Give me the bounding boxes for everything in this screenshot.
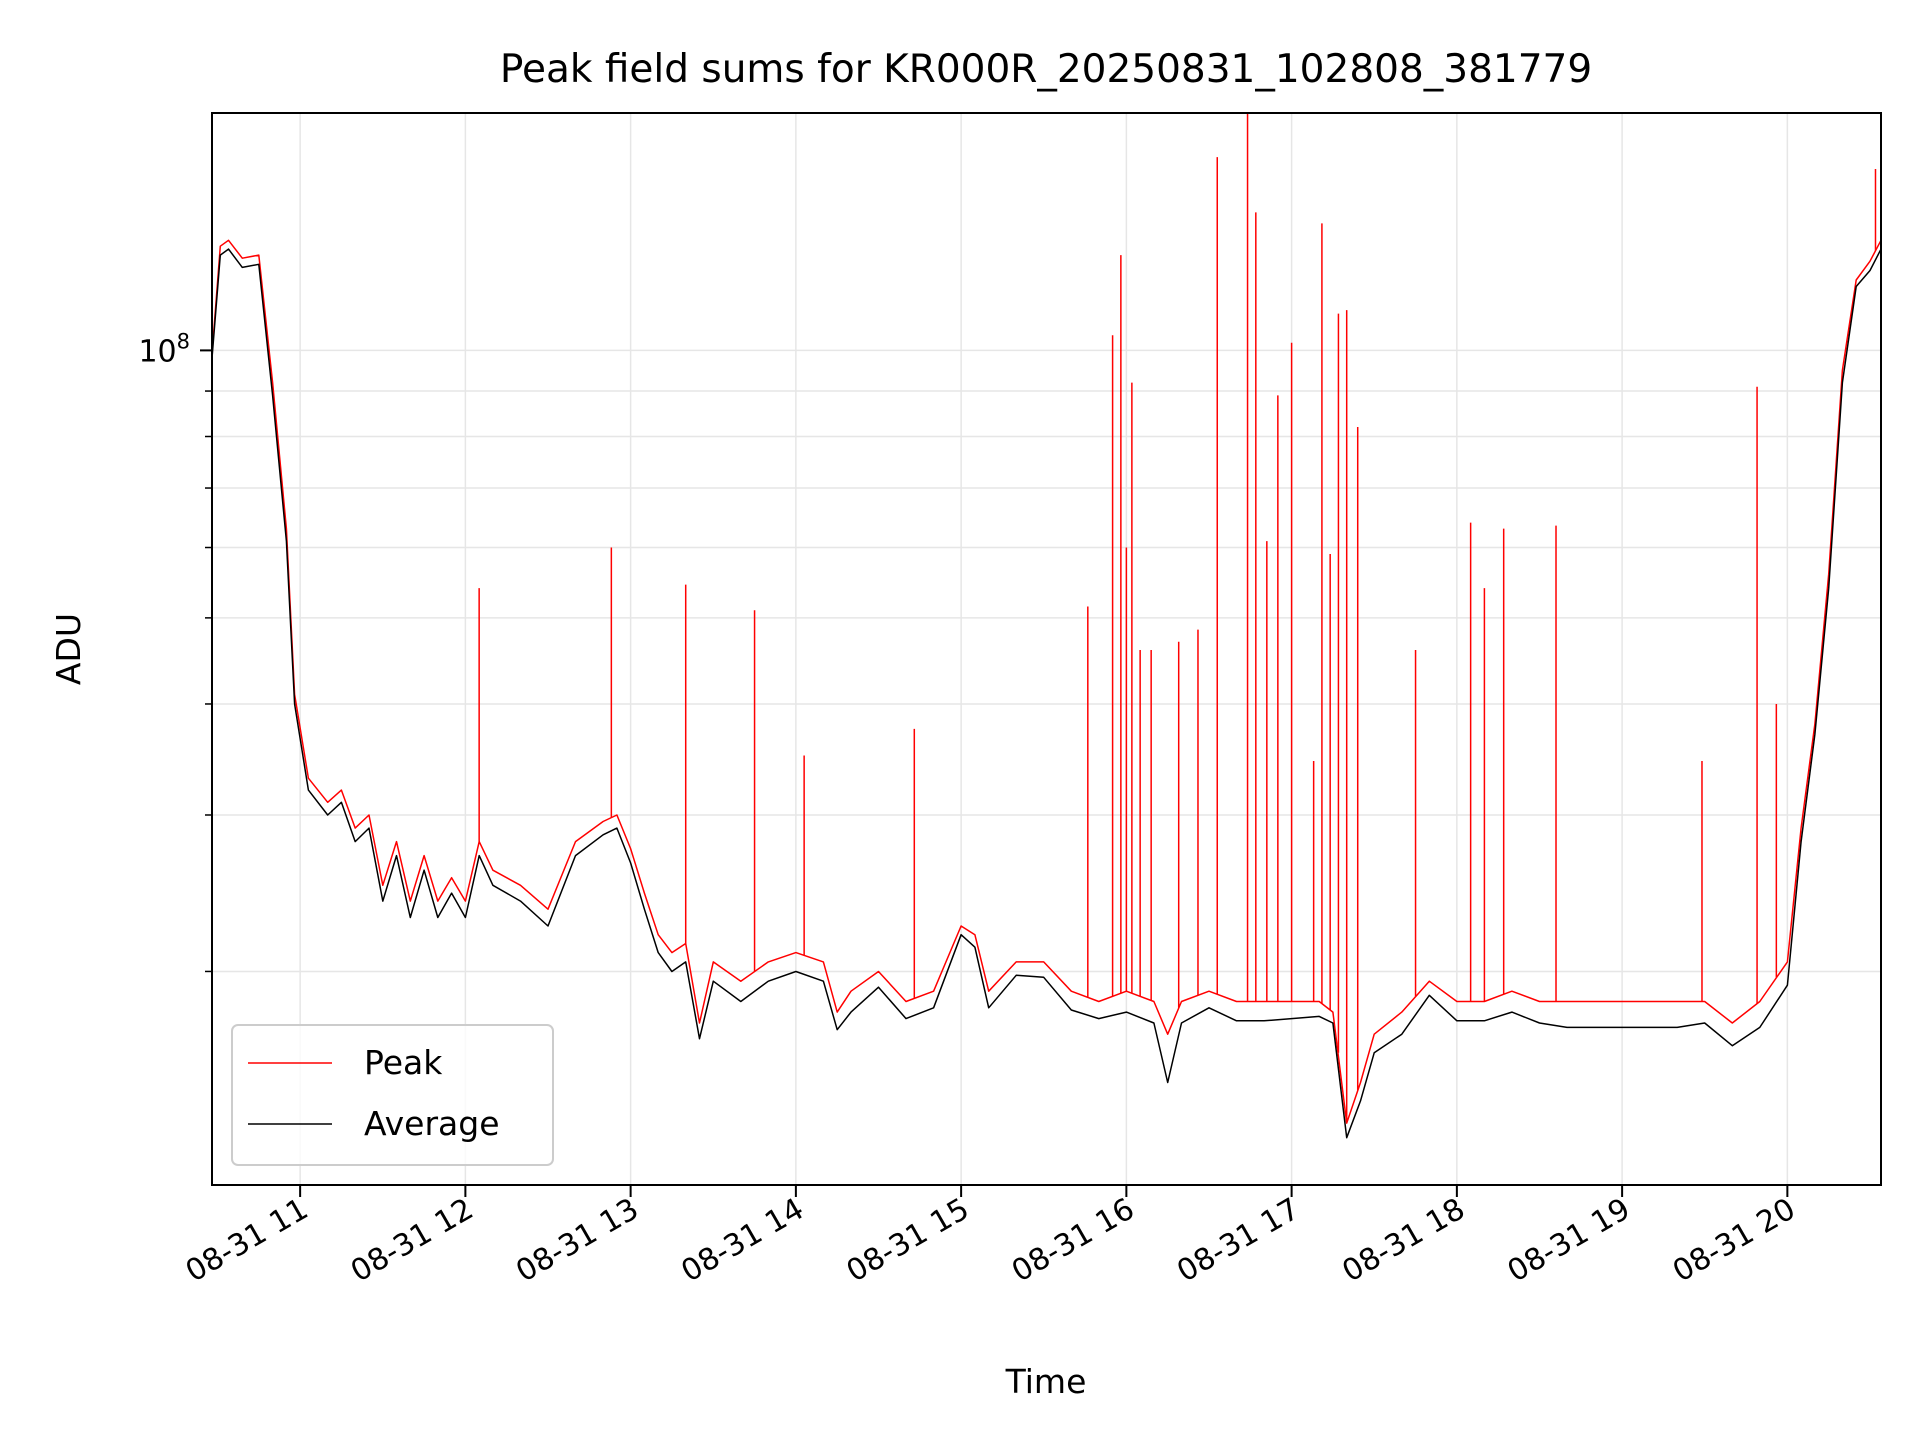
series-line-peak [212,239,1881,1124]
y-axis-label: ADU [49,613,88,685]
chart-title: Peak field sums for KR000R_20250831_1028… [500,47,1592,92]
legend: Peak Average [231,1024,554,1166]
series-line-average [212,248,1881,1139]
legend-box [231,1024,554,1166]
legend-label-peak: Peak [364,1043,443,1082]
plot-frame [211,112,1882,1186]
y-tick-label-0: 108 [138,329,190,369]
y-axis: 108 [138,329,212,973]
x-axis-label: Time [1005,1362,1087,1401]
legend-label-average: Average [364,1104,500,1143]
grid-lines [212,113,1881,1185]
plot-area [212,113,1881,1139]
